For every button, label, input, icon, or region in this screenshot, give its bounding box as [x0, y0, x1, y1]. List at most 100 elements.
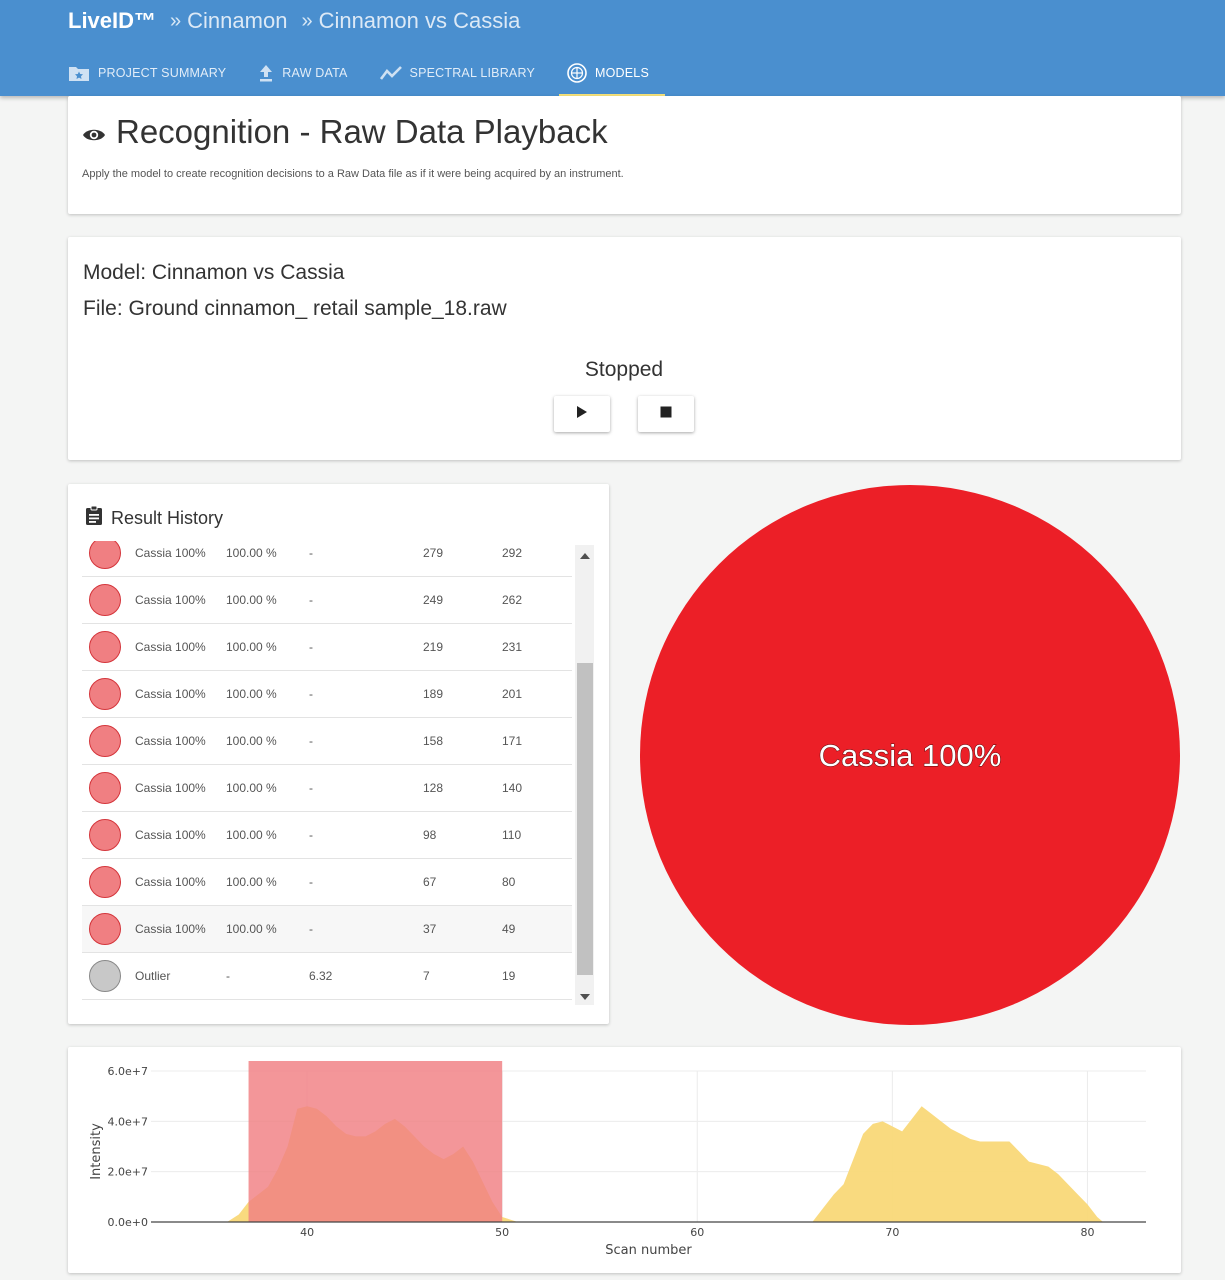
table-row[interactable]: Cassia 100% 100.00 % - 189 201: [82, 671, 572, 718]
row-end-scan: 49: [502, 922, 516, 936]
result-color-dot: [89, 866, 121, 898]
trend-line-icon: [379, 65, 402, 81]
row-start-scan: 67: [423, 875, 437, 889]
eye-icon: [82, 113, 106, 151]
tab-label: RAW DATA: [282, 66, 348, 80]
row-end-scan: 80: [502, 875, 516, 889]
row-start-scan: 279: [423, 546, 444, 560]
breadcrumb-separator: »: [170, 9, 182, 32]
globe-icon: [567, 63, 587, 83]
table-row[interactable]: Cassia 100% 100.00 % - 98 110: [82, 812, 572, 859]
row-label: Outlier: [135, 969, 171, 983]
row-percent: 100.00 %: [226, 546, 277, 560]
y-tick-label: 6.0e+7: [108, 1065, 148, 1078]
playback-card: [68, 237, 1181, 460]
row-score: -: [309, 922, 313, 936]
scrollbar-thumb[interactable]: [577, 663, 593, 975]
row-end-scan: 19: [502, 969, 516, 983]
y-tick-label: 0.0e+0: [108, 1216, 148, 1229]
table-row[interactable]: Outlier - 6.32 7 19: [82, 953, 572, 1000]
upload-icon: [258, 64, 274, 82]
row-end-scan: 231: [502, 640, 523, 654]
breadcrumb-project[interactable]: Cinnamon: [187, 8, 288, 33]
caret-up-icon: [580, 546, 590, 564]
row-percent: 100.00 %: [226, 781, 277, 795]
table-row[interactable]: Cassia 100% 100.00 % - 67 80: [82, 859, 572, 906]
result-color-dot: [89, 725, 121, 757]
series-area: [812, 1106, 1104, 1222]
row-start-scan: 158: [423, 734, 444, 748]
pie-label: Cassia 100%: [819, 738, 1002, 773]
row-label: Cassia 100%: [135, 828, 206, 842]
row-start-scan: 128: [423, 781, 444, 795]
row-label: Cassia 100%: [135, 875, 206, 889]
result-color-dot: [89, 541, 121, 569]
scroll-up-arrow[interactable]: [577, 547, 593, 563]
row-score: -: [309, 687, 313, 701]
row-percent: 100.00 %: [226, 687, 277, 701]
row-percent: 100.00 %: [226, 593, 277, 607]
stop-button[interactable]: [638, 396, 694, 432]
clipboard-icon: [85, 505, 103, 531]
row-score: 6.32: [309, 969, 333, 983]
table-row[interactable]: Cassia 100% 100.00 % - 37 49: [82, 906, 572, 953]
row-score: -: [309, 734, 313, 748]
breadcrumb: LiveID™ » Cinnamon » Cinnamon vs Cassia: [68, 6, 520, 36]
brand-link[interactable]: LiveID™: [68, 8, 157, 33]
nav-tabs: PROJECT SUMMARY RAW DATA SPECTRAL LIBRAR…: [60, 50, 673, 96]
result-color-dot: [89, 960, 121, 992]
y-axis-title: Intensity: [89, 1123, 104, 1180]
row-percent: 100.00 %: [226, 922, 277, 936]
play-icon: [576, 405, 588, 424]
y-tick-label: 4.0e+7: [108, 1115, 148, 1128]
tab-label: PROJECT SUMMARY: [98, 66, 227, 80]
row-end-scan: 140: [502, 781, 523, 795]
row-end-scan: 262: [502, 593, 523, 607]
row-percent: 100.00 %: [226, 734, 277, 748]
folder-star-icon: [68, 64, 90, 82]
table-row[interactable]: Cassia 100% 100.00 % - 219 231: [82, 624, 572, 671]
play-button[interactable]: [554, 396, 610, 432]
row-end-scan: 292: [502, 546, 523, 560]
row-start-scan: 219: [423, 640, 444, 654]
row-label: Cassia 100%: [135, 922, 206, 936]
selected-range-highlight: [248, 1061, 503, 1222]
app-header: LiveID™ » Cinnamon » Cinnamon vs Cassia …: [0, 0, 1225, 96]
pie-slice: [640, 485, 1180, 1025]
row-percent: 100.00 %: [226, 875, 277, 889]
tab-project-summary[interactable]: PROJECT SUMMARY: [60, 50, 242, 96]
row-score: -: [309, 546, 313, 560]
page-title: Recognition - Raw Data Playback: [82, 113, 608, 151]
x-tick-label: 40: [300, 1226, 314, 1239]
result-history-list[interactable]: Cassia 100% 100.00 % - 279 292 Cassia 100% 100…: [82, 541, 572, 1008]
row-end-scan: 171: [502, 734, 523, 748]
row-label: Cassia 100%: [135, 734, 206, 748]
x-axis-title: Scan number: [605, 1243, 692, 1258]
row-start-scan: 189: [423, 687, 444, 701]
chromatogram-chart: 0.0e+0 2.0e+7 4.0e+7 6.0e+7 40 50 60 70 80 Scan n…: [89, 1061, 1146, 1258]
row-end-scan: 110: [502, 828, 522, 842]
table-row[interactable]: Cassia 100% 100.00 % - 128 140: [82, 765, 572, 812]
tab-spectral-library[interactable]: SPECTRAL LIBRARY: [372, 50, 551, 96]
scroll-down-arrow[interactable]: [577, 988, 593, 1004]
y-tick-label: 2.0e+7: [108, 1166, 148, 1179]
file-line: File: Ground cinnamon_ retail sample_18.…: [83, 297, 507, 320]
tab-raw-data[interactable]: RAW DATA: [250, 50, 363, 96]
result-color-dot: [89, 678, 121, 710]
table-row[interactable]: Cassia 100% 100.00 % - 249 262: [82, 577, 572, 624]
table-row[interactable]: Cassia 100% 100.00 % - 158 171: [82, 718, 572, 765]
breadcrumb-separator: »: [301, 9, 313, 32]
tab-models[interactable]: MODELS: [559, 50, 665, 96]
breadcrumb-model[interactable]: Cinnamon vs Cassia: [318, 8, 521, 33]
chromatogram-card: 0.0e+0 2.0e+7 4.0e+7 6.0e+7 40 50 60 70 80 Scan n…: [68, 1047, 1181, 1273]
model-line: Model: Cinnamon vs Cassia: [83, 261, 345, 284]
playback-status: Stopped: [584, 358, 664, 381]
row-percent: 100.00 %: [226, 640, 277, 654]
result-color-dot: [89, 772, 121, 804]
result-color-dot: [89, 913, 121, 945]
table-row[interactable]: Cassia 100% 100.00 % - 279 292: [82, 541, 572, 577]
result-pie-chart: Cassia 100%: [639, 484, 1181, 1026]
row-percent: -: [226, 969, 230, 983]
row-start-scan: 37: [423, 922, 437, 936]
page-description: Apply the model to create recognition de…: [82, 168, 624, 180]
